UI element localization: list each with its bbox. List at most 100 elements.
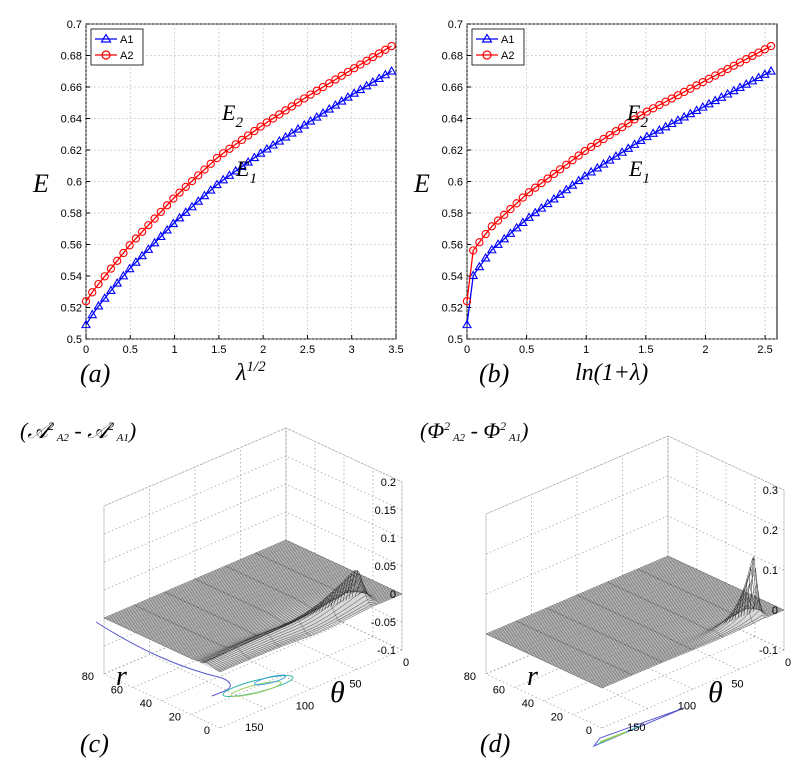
z-grid-line [103,483,403,563]
data-point-a2 [206,159,215,168]
data-point-a2 [531,183,540,192]
z-grid-line [485,435,785,515]
panel-c-r-label: r [116,661,127,692]
y-tick-label: 0.6 [67,177,82,189]
data-point-a1 [555,189,566,198]
data-point-a2 [337,71,346,80]
data-point-a2 [717,68,726,77]
data-point-a1 [124,263,135,273]
x-tick-label: 2 [260,344,266,356]
panel-b-x-ticks: 0 0.5 1 1.5 2 2.5 [464,335,773,356]
x-tick-label: 2 [702,344,708,356]
y-tick-label: 0.52 [442,303,463,315]
svg-text:E2: E2 [626,100,648,131]
panel-a-x-label: λ1/2 [235,359,266,386]
data-point-a2 [748,51,757,61]
y-tick-label: 0.68 [61,51,82,63]
data-point-a2 [580,146,590,156]
panel-c-r-ticks: 80 60 40 20 0 [82,671,210,737]
data-point-a2 [642,107,652,116]
floor-grid-line [601,649,785,729]
data-point-a2 [181,182,190,192]
panel-b-annotation-e1: E1 [628,156,650,187]
x-tick-label: 3.5 [388,344,403,356]
data-point-a2 [156,207,165,217]
data-point-a2 [94,279,103,289]
data-point-a2 [262,118,271,127]
data-point-a1 [249,152,260,162]
data-point-a2 [462,297,472,306]
surface-mesh-theta [485,555,785,689]
x-tick-label: 1.5 [638,344,653,356]
panel-b-x-label: ln(1+λ) [575,360,648,386]
y-tick-label: 0.58 [442,208,463,220]
r-tick-label: 80 [464,671,476,683]
data-point-a2 [194,171,203,180]
r-tick-label: 40 [522,698,534,710]
data-point-a2 [630,115,639,124]
surface-mesh-theta [103,539,403,673]
data-point-a2 [562,160,571,169]
data-point-a1 [511,222,522,232]
data-point-a2 [518,193,527,202]
data-point-a2 [617,123,627,132]
floor-grid-line [149,654,266,709]
data-point-a2 [219,149,228,158]
data-point-a2 [754,48,763,57]
panel-a-annotation-e2: E2 [221,100,243,131]
panel-c-z-ticks: 0.2 0.15 0.1 0.05 0 -0.05 -0.1 [371,477,396,657]
data-point-a2 [275,110,284,119]
r-tick-label: 40 [140,698,152,710]
z-tick-label: -0.1 [377,645,396,657]
data-point-a2 [481,229,490,239]
y-tick-label: 0.64 [442,114,463,126]
data-point-a1 [480,252,491,262]
data-point-a1 [137,250,148,260]
legend-label-b2: A2 [501,50,514,62]
data-point-a2 [493,216,503,225]
theta-tick-label: 100 [678,700,696,712]
panel-d-z-ticks: 0.3 0.2 0.1 0 -0.1 [759,485,778,657]
data-point-a1 [567,180,578,189]
data-point-a1 [530,207,541,217]
data-point-a2 [325,79,334,88]
data-point-a1 [474,261,485,271]
data-point-a2 [555,165,565,174]
panel-d-theta-ticks: 0 50 100 150 [627,657,791,734]
data-point-a2 [306,90,315,99]
data-point-a1 [386,65,397,75]
panel-b-annotation-e2: E2 [626,100,648,131]
panel-b-series [462,41,776,329]
data-point-a2 [162,201,172,210]
z-tick-label: -0.05 [371,617,396,629]
panel-c-theta-label: θ [330,676,345,709]
y-tick-label: 0.54 [442,271,463,283]
data-point-a2 [469,246,478,255]
floor-grid-line [622,615,739,670]
panel-d-r-label: r [527,661,538,692]
svg-text:E2: E2 [221,100,243,131]
surface-ridge [722,556,757,626]
x-tick-label: 1.5 [211,344,226,356]
r-tick-label: 80 [82,671,94,683]
data-point-a1 [524,212,534,221]
data-point-a2 [225,144,234,153]
data-point-a1 [180,207,191,216]
y-tick-label: 0.66 [61,82,82,94]
data-point-a2 [475,238,484,247]
data-point-a2 [300,94,309,103]
data-point-a2 [119,248,128,258]
data-point-a2 [237,135,247,145]
panel-c-title: (𝒜2 A2 - 𝒜2 A1) [20,418,136,444]
panel-c: (𝒜2 A2 - 𝒜2 A1) 0.2 0.15 0.1 0.05 0 -0.05 -0.1… [20,418,409,758]
data-point-a2 [268,114,278,123]
data-point-a2 [381,45,390,54]
data-point-a2 [487,222,496,231]
panel-a-y-label: E [32,169,49,198]
data-point-a1 [205,184,216,194]
data-point-a1 [548,193,559,203]
z-tick-label: 0 [390,589,396,601]
panel-b-legend: A1 A2 [471,28,525,66]
data-point-a1 [561,184,572,194]
panel-c-theta-ticks: 0 50 100 150 [245,657,409,734]
